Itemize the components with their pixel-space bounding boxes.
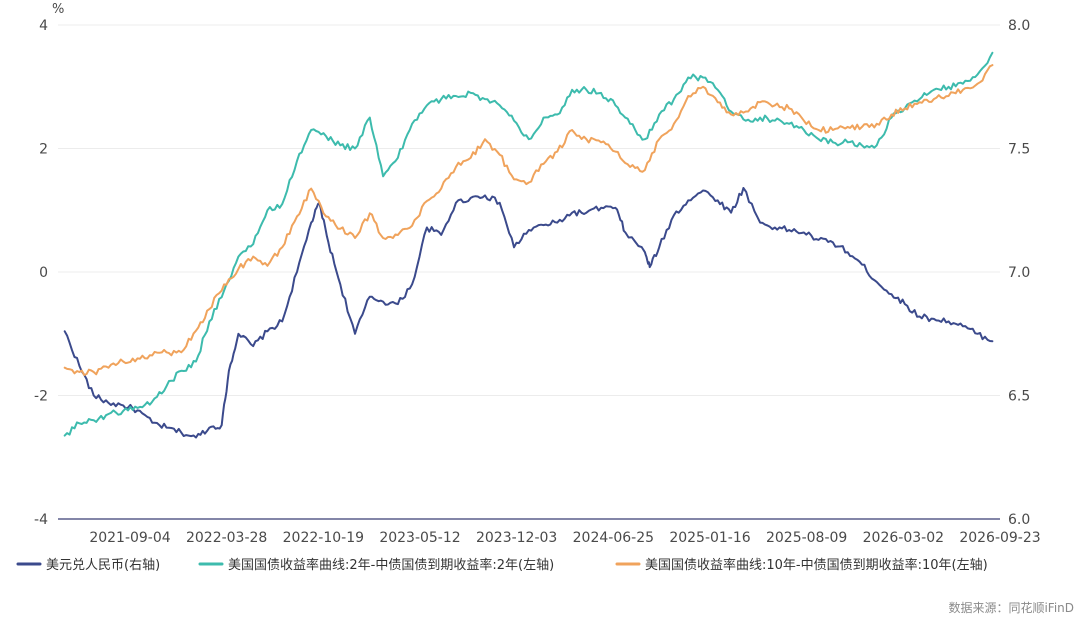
x-tick-label: 2023-12-03 bbox=[476, 530, 557, 546]
right-tick-label: 6.0 bbox=[1008, 512, 1030, 528]
gridlines bbox=[58, 24, 1000, 520]
legend-label: 美国国债收益率曲线:2年-中债国债到期收益率:2年(左轴) bbox=[228, 557, 554, 573]
x-tick-label: 2025-01-16 bbox=[669, 530, 750, 546]
right-tick-label: 7.5 bbox=[1008, 142, 1030, 158]
legend-label: 美元兑人民币(右轴) bbox=[46, 558, 160, 573]
series-layer bbox=[63, 51, 994, 439]
x-tick-label: 2024-06-25 bbox=[573, 530, 654, 546]
x-tick-label: 2021-09-04 bbox=[89, 530, 170, 546]
series-line-2 bbox=[63, 51, 994, 437]
right-tick-label: 8.0 bbox=[1008, 18, 1030, 34]
left-tick-label: 2 bbox=[39, 142, 48, 158]
legend: 美元兑人民币(右轴) 美国国债收益率曲线:2年-中债国债到期收益率:2年(左轴) 美… bbox=[16, 557, 988, 573]
x-tick-label: 2023-05-12 bbox=[379, 530, 460, 546]
right-tick-label: 6.5 bbox=[1008, 389, 1030, 405]
left-tick-label: -4 bbox=[34, 512, 48, 528]
series-line-1 bbox=[63, 187, 994, 439]
legend-label: 美国国债收益率曲线:10年-中债国债到期收益率:10年(左轴) bbox=[645, 557, 988, 573]
left-tick-label: 4 bbox=[39, 18, 48, 34]
x-tick-label: 2022-10-19 bbox=[283, 530, 364, 546]
source-note: 数据来源：同花顺iFinD bbox=[948, 600, 1074, 615]
x-tick-label: 2025-08-09 bbox=[766, 530, 847, 546]
x-tick-label: 2026-09-23 bbox=[959, 530, 1040, 546]
left-tick-label: 0 bbox=[39, 265, 48, 281]
series-line-3 bbox=[63, 64, 994, 376]
x-tick-label: 2026-03-02 bbox=[863, 530, 944, 546]
x-tick-label: 2022-03-28 bbox=[186, 530, 267, 546]
left-axis-unit: % bbox=[52, 2, 64, 17]
right-tick-label: 7.0 bbox=[1008, 265, 1030, 281]
left-tick-label: -2 bbox=[34, 389, 48, 405]
axis-layer: % 4 2 0 -2 -4 8.0 7.5 7.0 6.5 6.0 2021-09-04 2022-0… bbox=[34, 2, 1041, 546]
